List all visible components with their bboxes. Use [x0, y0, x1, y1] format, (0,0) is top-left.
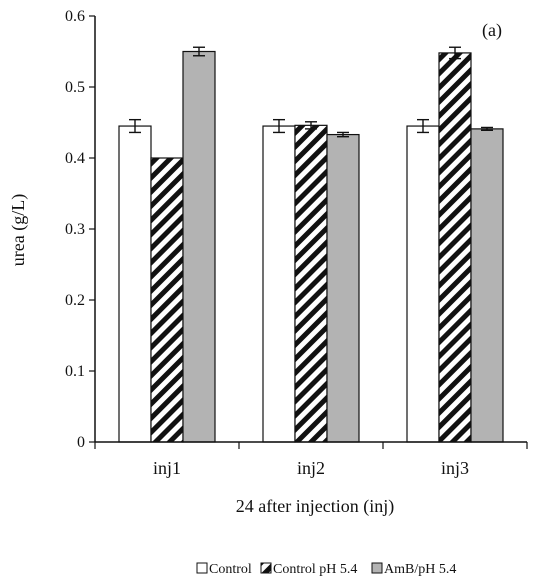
y-tick-label: 0.4 [65, 150, 85, 167]
x-tick-label: inj2 [297, 458, 325, 478]
y-tick-label: 0.6 [65, 8, 85, 25]
legend-label-3: AmB/pH 5.4 [384, 562, 456, 577]
x-tick-label: inj1 [153, 458, 181, 478]
y-axis-title: urea (g/L) [8, 194, 29, 266]
legend-label-2: Control pH 5.4 [273, 562, 357, 577]
bar-2-inj1 [150, 157, 184, 443]
bar-2-inj3 [438, 52, 472, 443]
y-tick-label: 0.1 [65, 363, 85, 380]
y-tick-label: 0.3 [65, 221, 85, 238]
y-tick-label: 0.5 [65, 79, 85, 96]
legend-swatch-3 [371, 562, 383, 574]
legend-swatch-1 [196, 562, 208, 574]
bar-1-inj3 [406, 125, 440, 443]
x-axis-title: 24 after injection (inj) [236, 496, 394, 517]
legend-swatch-2 [260, 562, 272, 574]
bar-series-group [118, 46, 504, 443]
y-tick-label: 0.2 [65, 292, 85, 309]
x-tick-label: inj3 [441, 458, 469, 478]
legend: Control Control pH 5.4 AmB/pH 5.4 [196, 562, 456, 577]
bar-3-inj1 [182, 50, 216, 443]
bar-3-inj3 [470, 128, 504, 443]
bar-2-inj2 [294, 124, 328, 443]
bar-1-inj1 [118, 125, 152, 443]
y-tick-label: 0 [77, 434, 85, 451]
panel-label: (a) [482, 20, 502, 41]
y-axis-ticks: 0 0.1 0.2 0.3 0.4 0.5 0.6 [65, 8, 96, 451]
bar-1-inj2 [262, 125, 296, 443]
legend-label-1: Control [209, 562, 252, 577]
x-axis: inj1 inj2 inj3 [94, 441, 528, 478]
bar-3-inj2 [326, 133, 360, 443]
